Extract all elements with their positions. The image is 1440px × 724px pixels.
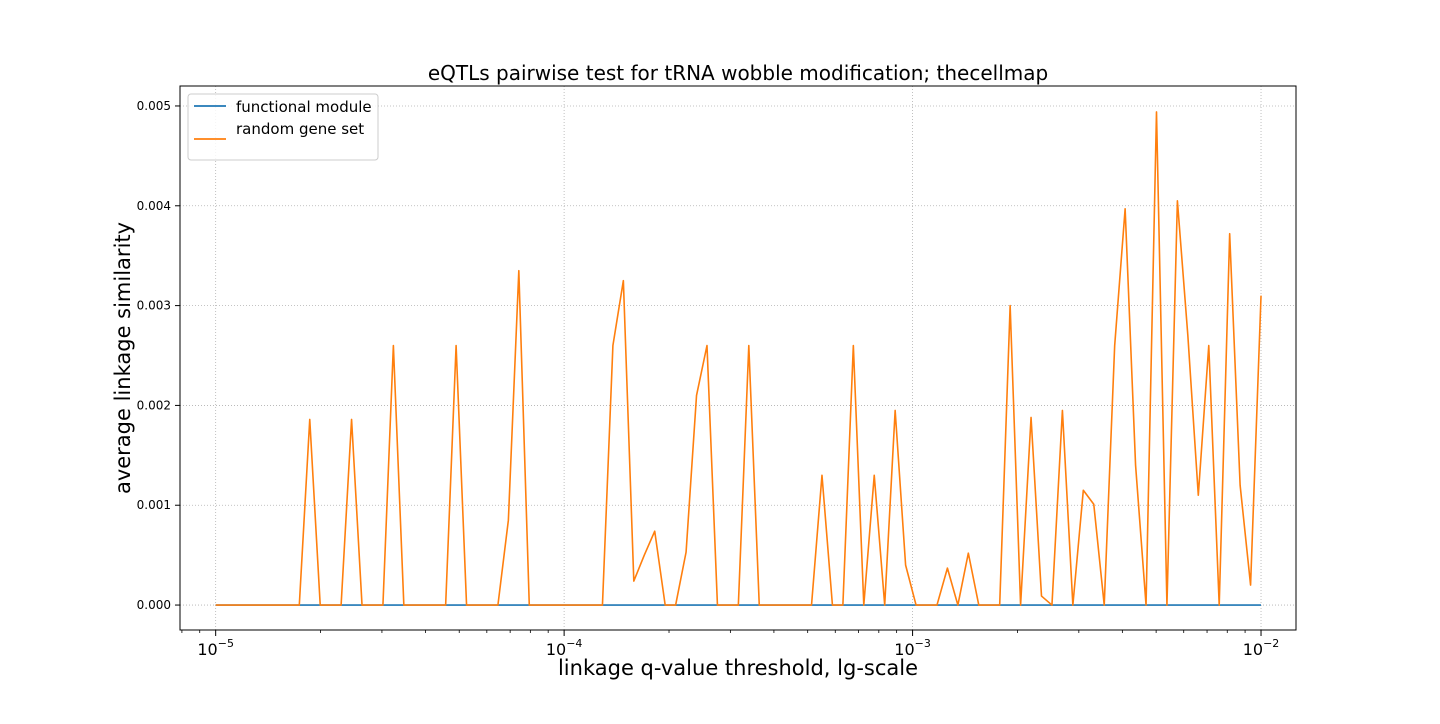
plot-series bbox=[215, 111, 1262, 606]
series-line-random-gene-set bbox=[215, 111, 1262, 606]
y-axis-ticks: 0.000 0.001 0.002 0.003 0.004 0.005 bbox=[137, 99, 180, 612]
plot-area-frame bbox=[179, 85, 1297, 631]
x-tick-label: 10−5 bbox=[197, 637, 234, 659]
x-tick-label: 10−4 bbox=[546, 637, 583, 659]
y-tick-label: 0.001 bbox=[137, 498, 171, 512]
legend-label-functional-module: functional module bbox=[236, 98, 372, 116]
chart-title: eQTLs pairwise test for tRNA wobble modi… bbox=[428, 61, 1048, 85]
legend-box bbox=[187, 93, 379, 161]
y-tick-label: 0.000 bbox=[137, 598, 171, 612]
y-tick-label: 0.004 bbox=[137, 199, 171, 213]
x-tick-label: 10−2 bbox=[1243, 637, 1280, 659]
y-axis-label: average linkage similarity bbox=[111, 222, 135, 494]
y-tick-label: 0.003 bbox=[137, 299, 171, 313]
x-tick-label: 10−3 bbox=[894, 637, 931, 659]
y-tick-label: 0.002 bbox=[137, 398, 171, 412]
x-axis-label: linkage q-value threshold, lg-scale bbox=[558, 656, 918, 680]
grid-lines bbox=[180, 86, 1296, 630]
legend: functional module random gene set bbox=[187, 93, 379, 161]
legend-label-random-gene-set: random gene set bbox=[236, 120, 364, 138]
y-tick-label: 0.005 bbox=[137, 99, 171, 113]
x-axis-ticks: 10−5 10−4 10−3 10−2 bbox=[181, 630, 1280, 659]
